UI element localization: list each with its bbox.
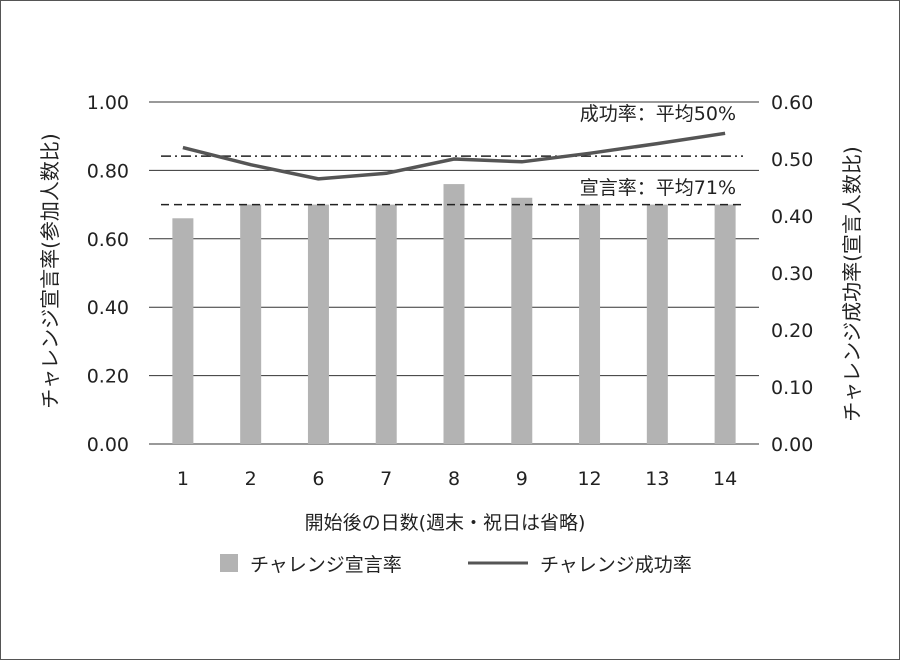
line-series: [182, 131, 726, 181]
y-right-tick-label: 0.50: [771, 149, 813, 171]
y-axis-left-label: チャレンジ宣言率(参加人数比): [38, 133, 62, 408]
legend: チャレンジ宣言率 チャレンジ成功率: [220, 554, 692, 576]
bar: [579, 204, 601, 444]
x-tick-label: 8: [448, 468, 460, 490]
legend-bar-label: チャレンジ宣言率: [250, 554, 402, 576]
x-axis-label: 開始後の日数(週末・祝日は省略): [305, 512, 586, 534]
ref-label-success: 成功率：平均50%: [580, 103, 736, 125]
x-tick-label: 6: [312, 468, 324, 490]
reference-lines: [161, 155, 743, 206]
y-right-tick-label: 0.30: [771, 263, 813, 285]
x-tick-label: 9: [516, 468, 528, 490]
bar-series: [172, 184, 736, 444]
ref-label-declare: 宣言率：平均71%: [580, 177, 736, 199]
bar: [375, 204, 397, 444]
bar: [714, 204, 736, 444]
y-right-tick-label: 0.60: [771, 92, 813, 114]
x-tick-label: 13: [645, 468, 669, 490]
bar: [240, 204, 262, 444]
bar: [646, 204, 668, 444]
y-left-tick-label: 0.00: [87, 434, 129, 456]
x-tick-label: 7: [380, 468, 392, 490]
y-right-tick-label: 0.10: [771, 377, 813, 399]
y-left-tick-label: 0.20: [87, 366, 129, 388]
tick-labels: 0.00 0.20 0.40 0.60 0.80 1.00 0.00 0.10 0.20 0.30…: [87, 92, 814, 490]
x-tick-label: 14: [713, 468, 737, 490]
y-right-tick-label: 0.00: [771, 434, 813, 456]
bar: [443, 184, 465, 444]
legend-line-label: チャレンジ成功率: [540, 554, 692, 576]
bar: [511, 197, 533, 444]
bar: [307, 204, 329, 444]
y-left-tick-label: 0.60: [87, 229, 129, 251]
y-left-tick-label: 1.00: [87, 92, 129, 114]
y-right-tick-label: 0.40: [771, 206, 813, 228]
y-right-tick-label: 0.20: [771, 320, 813, 342]
x-tick-label: 2: [245, 468, 257, 490]
bar: [172, 218, 194, 444]
x-tick-label: 1: [177, 468, 189, 490]
legend-bar-swatch: [220, 554, 238, 572]
y-axis-right-label: チャレンジ成功率(宣言人数比): [840, 146, 864, 421]
y-left-tick-label: 0.80: [87, 160, 129, 182]
x-tick-label: 12: [577, 468, 601, 490]
y-left-tick-label: 0.40: [87, 297, 129, 319]
success-rate-line: [182, 131, 726, 181]
